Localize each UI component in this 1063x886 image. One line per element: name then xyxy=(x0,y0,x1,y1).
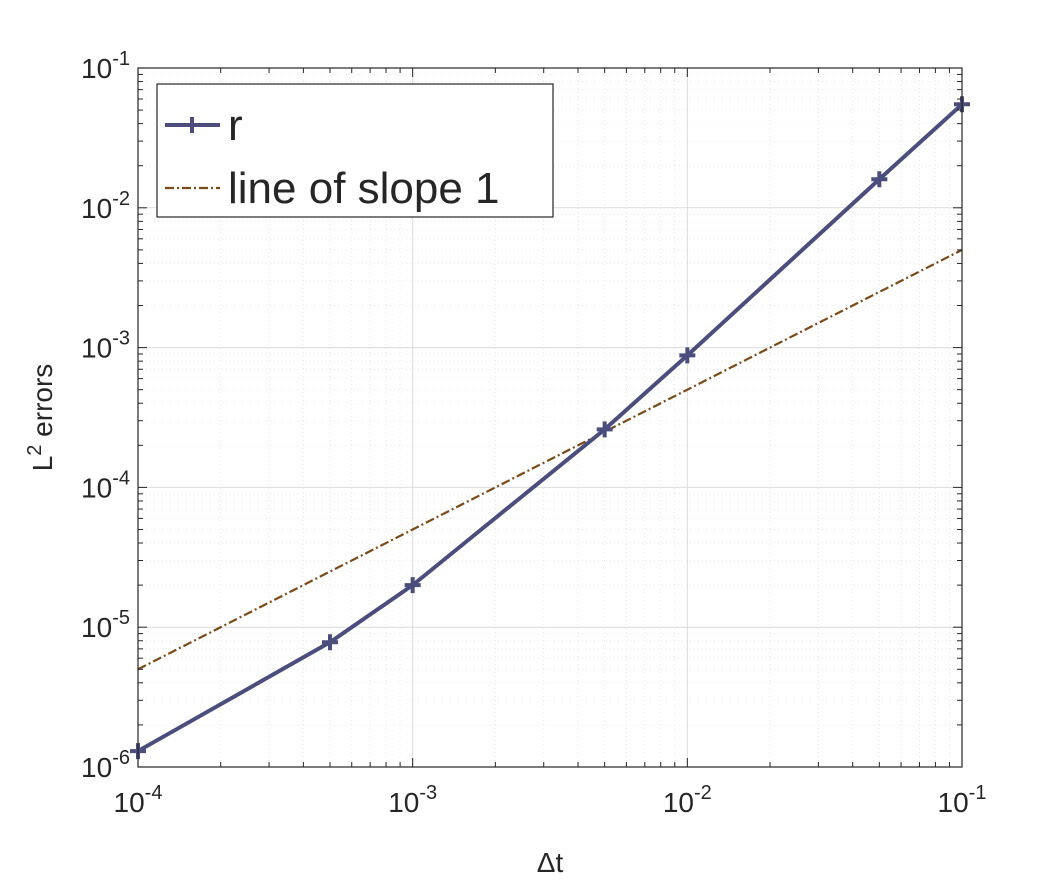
y-tick-labels: 10-610-510-410-310-210-1 xyxy=(81,48,130,783)
x-tick-label-exponent: -1 xyxy=(969,782,987,804)
x-tick-label-exponent: -2 xyxy=(694,782,712,804)
x-tick-label-base: 10 xyxy=(938,787,969,818)
x-tick-label-base: 10 xyxy=(114,787,145,818)
x-tick-label-base: 10 xyxy=(388,787,419,818)
legend-marker xyxy=(184,117,200,133)
y-tick-label: 10-6 xyxy=(81,747,130,783)
data-point-marker xyxy=(871,171,888,188)
x-tick-label-exponent: -3 xyxy=(419,782,437,804)
y-axis-label: L2 errors xyxy=(24,364,58,472)
x-tick-label: 10-2 xyxy=(663,782,712,818)
data-point-marker xyxy=(596,421,613,438)
x-tick-labels: 10-4 10-3 10-2 10-1 xyxy=(114,782,987,818)
y-tick-label: 10-3 xyxy=(81,328,130,364)
y-tick-label-exponent: -5 xyxy=(112,607,130,629)
y-tick-label-exponent: -4 xyxy=(112,467,130,489)
y-tick-label-exponent: -6 xyxy=(112,747,130,769)
y-tick-label-base: 10 xyxy=(81,193,112,224)
y-tick-label: 10-1 xyxy=(81,48,130,84)
data-point-marker xyxy=(404,577,421,594)
x-tick-label: 10-4 xyxy=(114,782,163,818)
data-point-marker xyxy=(679,347,696,364)
x-tick-label-base: 10 xyxy=(663,787,694,818)
series-line-slope-1 xyxy=(137,248,963,671)
y-tick-label: 10-4 xyxy=(81,467,130,503)
y-tick-label-exponent: -3 xyxy=(112,328,130,350)
y-tick-label-exponent: -2 xyxy=(112,188,130,210)
tick-marks xyxy=(137,67,963,768)
legend-box xyxy=(156,83,554,218)
y-tick-label-base: 10 xyxy=(81,333,112,364)
y-axis-label-sup: 2 xyxy=(24,445,46,456)
y-tick-label-base: 10 xyxy=(81,752,112,783)
y-axis-label-rest: errors xyxy=(27,364,58,445)
legend-label: line of slope 1 xyxy=(228,164,500,213)
y-axis-label-main: L xyxy=(27,456,58,472)
y-tick-label: 10-2 xyxy=(81,188,130,224)
y-tick-label-base: 10 xyxy=(81,612,112,643)
y-tick-label-base: 10 xyxy=(81,472,112,503)
x-tick-label: 10-1 xyxy=(938,782,987,818)
y-tick-label: 10-5 xyxy=(81,607,130,643)
axes-frame xyxy=(137,67,963,768)
x-tick-label: 10-3 xyxy=(388,782,437,818)
data-point-marker xyxy=(321,634,338,651)
legend-label: r xyxy=(228,101,243,150)
legend: r line of slope 1 xyxy=(156,83,554,218)
y-tick-label-base: 10 xyxy=(81,53,112,84)
y-tick-label-exponent: -1 xyxy=(112,48,130,70)
x-tick-label-exponent: -4 xyxy=(145,782,163,804)
x-axis-label: Δt xyxy=(537,847,564,878)
series-layer xyxy=(130,96,970,760)
